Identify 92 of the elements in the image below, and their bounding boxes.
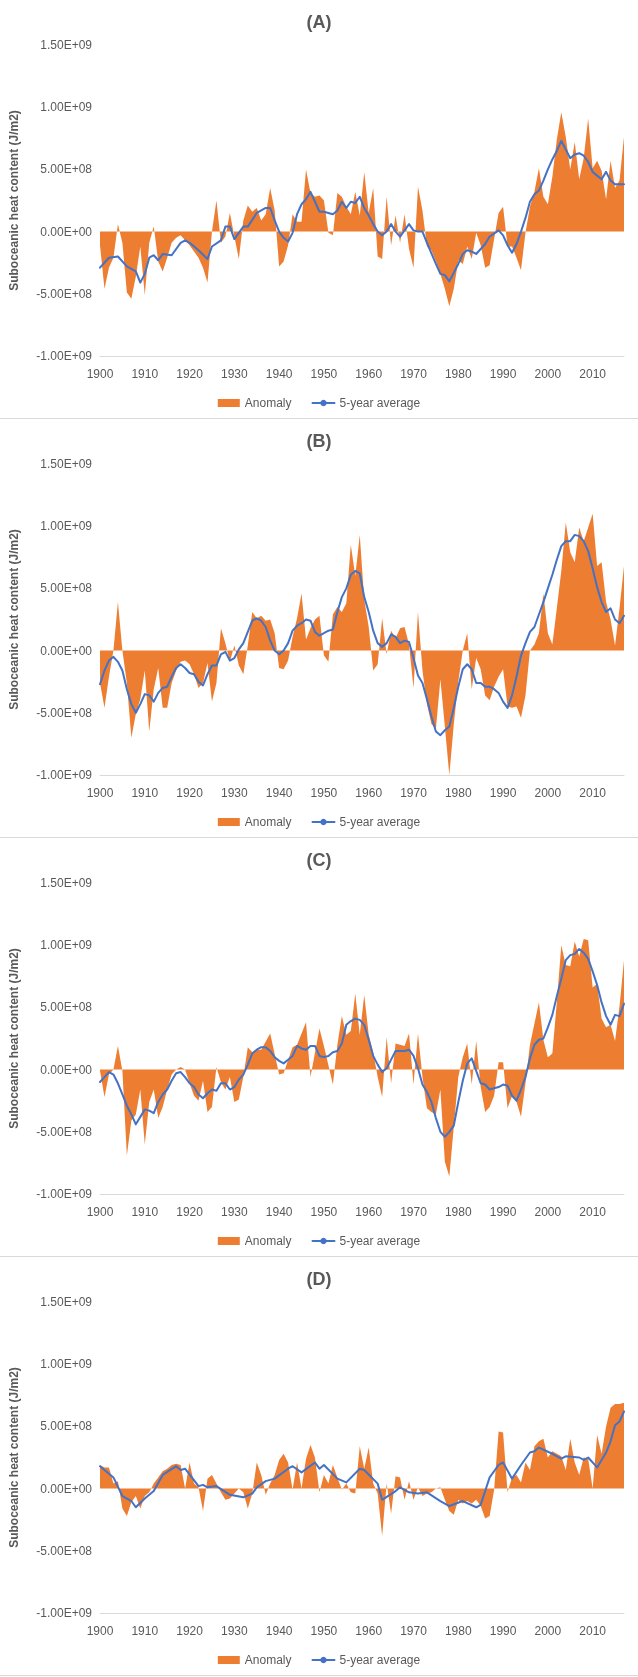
line-series bbox=[99, 139, 625, 284]
legend-label: Anomaly bbox=[244, 1653, 292, 1667]
x-tick-label: 1940 bbox=[265, 1205, 293, 1219]
x-tick-label: 1930 bbox=[221, 367, 249, 381]
y-tick-label: -1.00E+09 bbox=[36, 1606, 93, 1620]
x-tick-label: 1900 bbox=[86, 1205, 114, 1219]
chart-title: (A) bbox=[306, 12, 332, 32]
y-tick-label: -5.00E+08 bbox=[36, 286, 93, 301]
y-tick-label: -1.00E+09 bbox=[36, 1187, 93, 1201]
x-tick-label: 1960 bbox=[355, 367, 383, 381]
y-tick-label: 0.00E+00 bbox=[40, 224, 93, 239]
legend-label: 5-year average bbox=[339, 396, 421, 410]
x-tick-label: 1960 bbox=[355, 786, 383, 800]
x-tick-label: 2000 bbox=[534, 786, 562, 800]
x-tick-label: 1980 bbox=[444, 786, 472, 800]
x-tick-label: 2010 bbox=[579, 786, 607, 800]
x-tick-label: 1970 bbox=[400, 367, 428, 381]
chart-title: (B) bbox=[306, 431, 332, 451]
x-tick-label: 1920 bbox=[176, 1205, 204, 1219]
x-tick-label: 1910 bbox=[131, 1624, 159, 1638]
x-tick-label: 1990 bbox=[489, 1624, 517, 1638]
x-tick-label: 1940 bbox=[265, 786, 293, 800]
legend-label: 5-year average bbox=[339, 1234, 421, 1248]
x-tick-label: 1940 bbox=[265, 1624, 293, 1638]
y-tick-label: -5.00E+08 bbox=[36, 705, 93, 720]
x-tick-label: 2000 bbox=[534, 1205, 562, 1219]
chart-title: (D) bbox=[306, 1269, 332, 1289]
x-tick-label: 1980 bbox=[444, 367, 472, 381]
x-tick-label: 1900 bbox=[86, 1624, 114, 1638]
x-tick-label: 1970 bbox=[400, 1205, 428, 1219]
x-tick-label: 2000 bbox=[534, 367, 562, 381]
line-series bbox=[99, 533, 625, 737]
legend-label: Anomaly bbox=[244, 1234, 292, 1248]
legend-label: 5-year average bbox=[339, 1653, 421, 1667]
x-tick-label: 1950 bbox=[310, 1624, 338, 1638]
x-tick-label: 1900 bbox=[86, 786, 114, 800]
y-tick-label: 0.00E+00 bbox=[40, 1481, 93, 1496]
x-tick-label: 1950 bbox=[310, 367, 338, 381]
line-series bbox=[99, 947, 625, 1138]
y-tick-label: 5.00E+08 bbox=[40, 581, 93, 596]
chart-title: (C) bbox=[306, 850, 332, 870]
y-tick-label: 0.00E+00 bbox=[40, 643, 93, 658]
legend-label: Anomaly bbox=[244, 815, 292, 829]
y-tick-label: 5.00E+08 bbox=[40, 162, 93, 177]
x-tick-label: 2010 bbox=[579, 1624, 607, 1638]
y-axis-title: Suboceanic heat content (J/m2) bbox=[7, 529, 21, 710]
y-tick-label: 1.50E+09 bbox=[40, 876, 93, 890]
y-axis-title: Suboceanic heat content (J/m2) bbox=[7, 1367, 21, 1548]
x-tick-label: 1910 bbox=[131, 367, 159, 381]
y-tick-label: 5.00E+08 bbox=[40, 1000, 93, 1015]
y-tick-label: -1.00E+09 bbox=[36, 768, 93, 782]
x-tick-label: 1930 bbox=[221, 786, 249, 800]
x-tick-label: 1980 bbox=[444, 1205, 472, 1219]
y-tick-label: -5.00E+08 bbox=[36, 1543, 93, 1558]
y-tick-label: -1.00E+09 bbox=[36, 349, 93, 363]
x-tick-label: 2000 bbox=[534, 1624, 562, 1638]
y-tick-label: -5.00E+08 bbox=[36, 1124, 93, 1139]
x-tick-label: 1940 bbox=[265, 367, 293, 381]
y-axis-title: Suboceanic heat content (J/m2) bbox=[7, 110, 21, 291]
x-tick-label: 2010 bbox=[579, 1205, 607, 1219]
x-tick-label: 1930 bbox=[221, 1205, 249, 1219]
x-tick-label: 1960 bbox=[355, 1624, 383, 1638]
line-series bbox=[99, 1410, 625, 1509]
y-axis-title: Suboceanic heat content (J/m2) bbox=[7, 948, 21, 1129]
x-tick-label: 1910 bbox=[131, 786, 159, 800]
y-tick-label: 1.00E+09 bbox=[40, 938, 93, 953]
y-tick-label: 1.00E+09 bbox=[40, 100, 93, 115]
x-tick-label: 1920 bbox=[176, 1624, 204, 1638]
y-tick-label: 1.00E+09 bbox=[40, 1357, 93, 1372]
y-tick-label: 1.50E+09 bbox=[40, 38, 93, 52]
x-tick-label: 1950 bbox=[310, 1205, 338, 1219]
y-tick-label: 1.50E+09 bbox=[40, 457, 93, 471]
x-tick-label: 1990 bbox=[489, 367, 517, 381]
x-tick-label: 1920 bbox=[176, 367, 204, 381]
x-tick-label: 1980 bbox=[444, 1624, 472, 1638]
x-tick-label: 1910 bbox=[131, 1205, 159, 1219]
x-tick-label: 1990 bbox=[489, 1205, 517, 1219]
y-tick-label: 1.50E+09 bbox=[40, 1295, 93, 1309]
y-tick-label: 0.00E+00 bbox=[40, 1062, 93, 1077]
x-tick-label: 2010 bbox=[579, 367, 607, 381]
legend-label: Anomaly bbox=[244, 396, 292, 410]
x-tick-label: 1970 bbox=[400, 1624, 428, 1638]
x-tick-label: 1970 bbox=[400, 786, 428, 800]
x-tick-label: 1900 bbox=[86, 367, 114, 381]
x-tick-label: 1930 bbox=[221, 1624, 249, 1638]
x-tick-label: 1960 bbox=[355, 1205, 383, 1219]
x-tick-label: 1990 bbox=[489, 786, 517, 800]
x-tick-label: 1950 bbox=[310, 786, 338, 800]
x-tick-label: 1920 bbox=[176, 786, 204, 800]
legend-label: 5-year average bbox=[339, 815, 421, 829]
y-tick-label: 5.00E+08 bbox=[40, 1419, 93, 1434]
y-tick-label: 1.00E+09 bbox=[40, 519, 93, 534]
